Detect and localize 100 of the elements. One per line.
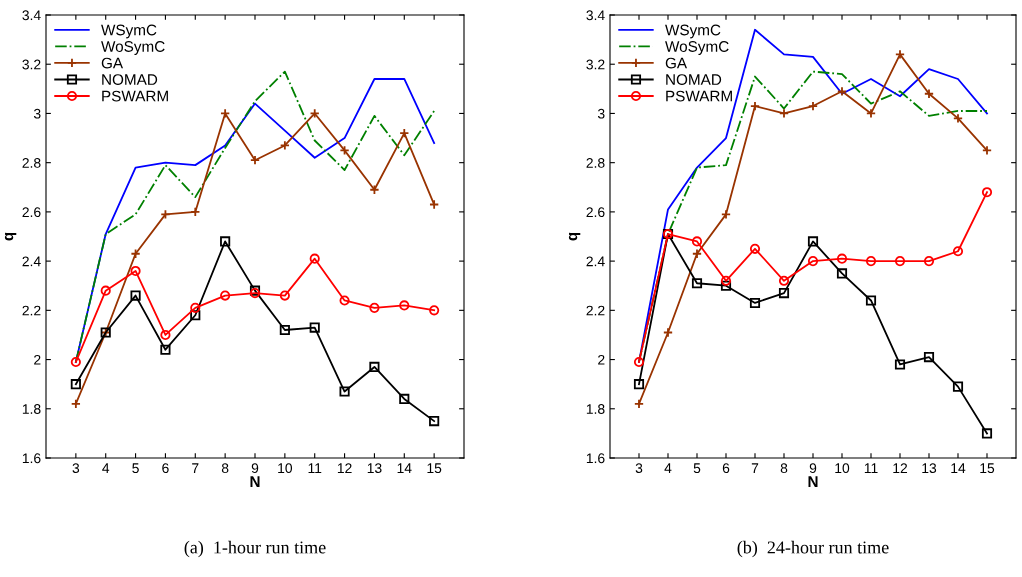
point [160,344,171,355]
point [981,187,993,198]
point [633,398,645,409]
y-tick-label: 1.6 [22,453,41,464]
text: (b) 24-hour run time [737,540,889,558]
legend-label: PSWARM [102,90,168,102]
x-tick-label: 7 [192,463,199,473]
x-tick-label: 10 [835,463,850,474]
point [220,290,231,301]
point [952,246,964,257]
x-axis-title: N [250,476,260,487]
x-tick-label: 11 [308,463,322,473]
legend-label: WoSymC [101,41,165,55]
point [749,243,761,254]
y-axis-title: q [4,232,17,241]
point [633,356,645,368]
point [399,128,410,139]
x-tick-label: 14 [397,463,412,473]
x-tick-label: 5 [693,463,701,474]
y-tick-label: 2.8 [22,158,41,168]
y-tick-label: 3.2 [586,59,605,70]
y-tick-label: 1.6 [586,453,605,464]
point [952,113,964,124]
point [633,379,645,390]
x-tick-label: 7 [751,463,759,473]
point [865,256,877,267]
y-tick-label: 2.6 [586,207,605,218]
y-tick-label: 1.8 [586,404,605,414]
x-tick-label: 4 [664,463,672,473]
point [836,86,848,97]
point [279,290,290,301]
point [399,393,410,405]
point [160,329,171,341]
legend-label: NOMAD [102,74,158,85]
legend-label: GA [665,57,688,69]
point [807,256,819,267]
point [923,88,935,99]
point [981,428,993,439]
x-tick-label: 11 [864,463,878,473]
point [279,324,290,336]
x-axis-title: N [808,476,818,487]
point [894,49,906,60]
point [865,295,877,306]
point [369,361,380,373]
point [836,253,848,264]
x-tick-label: 9 [809,463,817,474]
point [369,302,380,313]
y-tick-label: 2.4 [22,256,41,267]
point [190,310,201,321]
point [720,280,732,291]
y-tick-label: 2.8 [586,158,605,168]
x-tick-label: 12 [893,463,908,473]
point [429,416,440,427]
y-tick-label: 2.6 [22,207,41,218]
point [399,300,410,311]
legend-label: WSymC [101,24,157,39]
point [220,236,231,247]
y-tick-label: 3.4 [22,10,41,21]
point [100,285,111,296]
legend-label: WoSymC [665,41,729,55]
x-tick-label: 5 [132,463,139,474]
point [70,356,81,368]
x-tick-label: 6 [722,463,730,474]
point [778,275,790,286]
y-tick-label: 2 [34,354,41,365]
x-tick-label: 4 [102,463,110,473]
point [894,256,906,267]
point [691,278,703,289]
point [429,305,440,316]
y-tick-label: 2.2 [586,305,605,316]
point [691,248,703,259]
x-tick-label: 8 [221,463,229,474]
x-tick-label: 15 [980,463,995,474]
point [70,398,81,409]
y-tick-label: 2.2 [22,305,41,316]
x-tick-label: 13 [367,463,382,474]
point [190,206,201,217]
x-tick-label: 12 [337,463,352,473]
point [923,352,935,363]
x-tick-label: 3 [635,463,643,474]
point [923,256,935,267]
y-tick-label: 1.8 [22,404,41,414]
legend-label: GA [101,57,124,69]
x-tick-label: 8 [780,463,788,474]
y-axis-title: q [568,232,581,241]
y-tick-label: 3 [33,108,41,119]
y-tick-label: 2.4 [586,256,605,267]
point [339,386,350,397]
point [70,379,81,390]
y-tick-label: 3.4 [586,10,605,21]
x-tick-label: 13 [922,463,937,474]
point [981,145,993,156]
point [836,268,848,279]
point [894,359,906,370]
point [807,236,819,247]
legend-label: WSymC [665,24,721,39]
point [720,209,732,220]
x-tick-label: 6 [162,463,169,474]
point [952,381,964,392]
x-tick-label: 10 [278,463,293,474]
